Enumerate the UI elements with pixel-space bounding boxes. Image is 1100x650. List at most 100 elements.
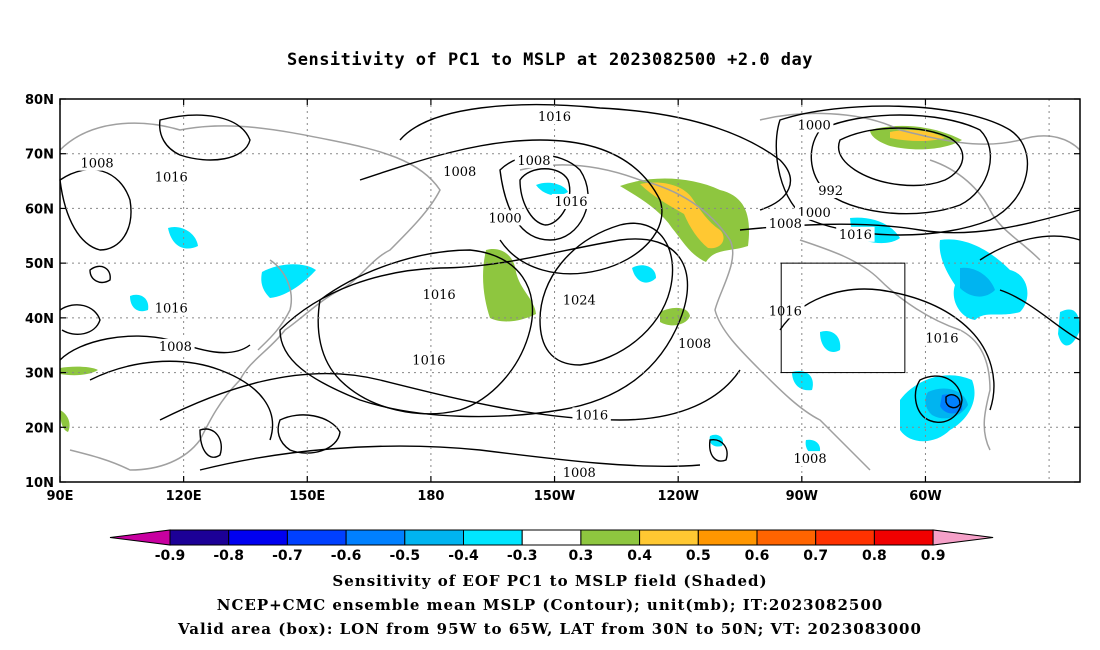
- shade-china-green: [60, 366, 98, 376]
- contour-label: 1016: [538, 110, 571, 125]
- contour-label: 992: [818, 184, 843, 199]
- colorbar-label: 0.9: [921, 548, 946, 564]
- colorbar-swatch: [463, 529, 523, 546]
- lon-tick-label: 60W: [909, 489, 941, 504]
- contour-label: 1016: [155, 302, 188, 317]
- lat-tick-label: 60N: [25, 202, 54, 217]
- colorbar-label: -0.8: [213, 548, 244, 564]
- contour-label-bg: [815, 183, 846, 199]
- contour-label: 1016: [412, 354, 445, 369]
- shade-arctic-yellow: [890, 130, 945, 141]
- colorbar-label: 0.7: [803, 548, 828, 564]
- contour-label-bg: [440, 163, 479, 179]
- colorbar-swatch: [404, 529, 464, 546]
- lon-tick-label: 90E: [47, 489, 74, 504]
- colorbar-swatch: [815, 529, 875, 546]
- shade-indo-green: [60, 410, 70, 432]
- contour-label: 1016: [155, 170, 188, 185]
- contour-label: 1016: [554, 195, 587, 210]
- colorbar-label: -0.4: [448, 548, 479, 564]
- lat-tick-label: 80N: [25, 93, 54, 108]
- colorbar-left-arrow: [109, 529, 171, 546]
- contour-label: 1008: [81, 157, 114, 172]
- contour-label-bg: [409, 352, 449, 368]
- shading-layer: [60, 125, 1080, 456]
- contour-label: 1000: [798, 206, 831, 221]
- lat-tick-label: 40N: [25, 312, 54, 327]
- contour-labels: 1016100810081000101610241008101610161008…: [77, 109, 962, 481]
- contour-label: 1008: [678, 337, 711, 352]
- colorbar-swatch: [639, 529, 699, 546]
- contour-label: 1008: [794, 452, 827, 467]
- contour-label: 1008: [563, 466, 596, 481]
- colorbar-label: 0.4: [627, 548, 652, 564]
- lon-tick-label: 120W: [657, 489, 698, 504]
- colorbar-label: -0.7: [272, 548, 303, 564]
- shade-china-cyan: [168, 226, 198, 249]
- map-frame: [59, 98, 1081, 483]
- contour-label: 1016: [925, 332, 958, 347]
- colorbar-label: 0.8: [862, 548, 887, 564]
- contour-label-bg: [766, 303, 805, 319]
- contour-label: 1024: [563, 293, 596, 308]
- caption-line-1: Sensitivity of EOF PC1 to MSLP field (Sh…: [332, 572, 768, 590]
- shade-east-us-blue: [960, 267, 995, 297]
- lon-tick-label: 150W: [534, 489, 575, 504]
- contour-label: 1000: [798, 118, 831, 133]
- lon-tick-label: 180: [417, 489, 444, 504]
- shade-dateline-green: [483, 248, 536, 322]
- contour-label-bg: [551, 193, 591, 209]
- lon-tick-label: 90W: [786, 489, 818, 504]
- shade-alaska-yellow: [640, 182, 724, 249]
- contour-label-bg: [485, 210, 525, 226]
- contour-label-bg: [156, 338, 195, 354]
- shade-gulf-cyan: [820, 330, 841, 352]
- colorbar-swatch: [521, 529, 582, 546]
- chart-title: Sensitivity of PC1 to MSLP at 2023082500…: [286, 50, 813, 70]
- colorbar-label: -0.6: [331, 548, 362, 564]
- colorbar-label: -0.5: [389, 548, 420, 564]
- contour-label-bg: [836, 226, 875, 242]
- lat-tick-label: 50N: [25, 257, 54, 272]
- shade-tibet-cyan: [130, 294, 149, 312]
- colorbar: -0.9 -0.8 -0.7 -0.6 -0.5 -0.4 -0.3 0.3 0.4 0.5 0.6…: [109, 529, 994, 564]
- shade-pacific-green: [660, 307, 690, 326]
- lon-tick-label: 120E: [166, 489, 202, 504]
- contour-label-bg: [77, 155, 117, 171]
- contour-label: 1016: [769, 304, 802, 319]
- contour-label-bg: [560, 464, 599, 480]
- colorbar-label: 0.5: [686, 548, 711, 564]
- contour-label-bg: [560, 292, 599, 308]
- contour-label: 1000: [489, 211, 522, 226]
- colorbar-label: -0.9: [155, 548, 186, 564]
- contour-label: 1016: [575, 408, 608, 423]
- colorbar-label: 0.3: [568, 548, 593, 564]
- contour-label-bg: [572, 407, 611, 423]
- contour-label: 1008: [769, 217, 802, 232]
- contour-label-bg: [419, 286, 459, 302]
- valid-area-box: [780, 262, 906, 374]
- colorbar-label: -0.3: [507, 548, 538, 564]
- contour-label-bg: [535, 109, 574, 125]
- shade-siberia-cyan: [536, 182, 568, 196]
- contour-label: 1008: [443, 165, 476, 180]
- contour-label-bg: [922, 330, 962, 346]
- contour-label-bg: [514, 152, 554, 168]
- caption-line-2: NCEP+CMC ensemble mean MSLP (Contour); u…: [216, 596, 884, 614]
- colorbar-swatch: [756, 529, 817, 546]
- contour-label: 1016: [423, 288, 456, 303]
- lat-tick-label: 70N: [25, 148, 54, 163]
- colorbar-swatch: [228, 529, 288, 546]
- colorbar-swatch: [697, 529, 758, 546]
- lon-tick-label: 150E: [289, 489, 325, 504]
- contour-label-bg: [794, 117, 834, 133]
- colorbar-swatch: [873, 529, 934, 546]
- lat-tick-label: 10N: [25, 476, 54, 491]
- contour-label: 1008: [517, 154, 550, 169]
- contour-label-bg: [152, 169, 191, 185]
- contour-label: 1016: [839, 228, 872, 243]
- contour-label-bg: [794, 204, 834, 220]
- colorbar-label: 0.6: [745, 548, 770, 564]
- caption-line-3: Valid area (box): LON from 95W to 65W, L…: [178, 620, 922, 638]
